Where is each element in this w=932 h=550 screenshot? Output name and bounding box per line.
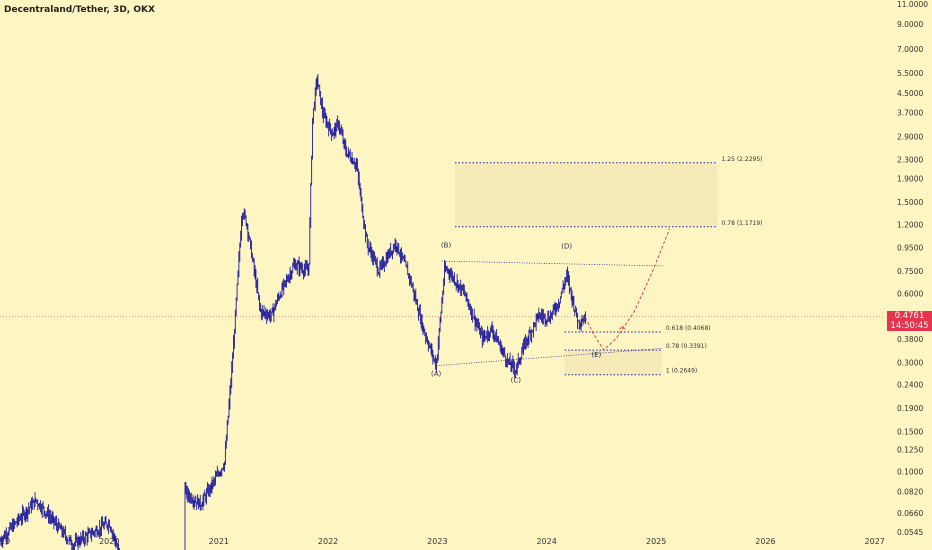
- x-tick-label: 2023: [427, 537, 447, 546]
- y-tick-label: 2.9000: [897, 133, 923, 142]
- lower-trendline: [436, 348, 662, 367]
- last-price-badge: 0.4761 14:50:45: [887, 311, 932, 332]
- wave-label: (D): [561, 243, 572, 251]
- x-tick-label: 2026: [755, 537, 775, 546]
- x-tick-label: 2020: [99, 537, 119, 546]
- y-tick-label: 0.1900: [897, 404, 923, 413]
- y-tick-label: 0.0660: [897, 509, 923, 518]
- y-tick-label: 9.0000: [897, 20, 923, 29]
- y-tick-label: 0.2400: [897, 381, 923, 390]
- y-tick-label: 0.1500: [897, 427, 923, 436]
- y-tick-label: 0.1250: [897, 445, 923, 454]
- wave-label: (B): [441, 242, 452, 250]
- upper-target-zone: [455, 162, 718, 227]
- y-tick-label: 5.5000: [897, 69, 923, 78]
- lower-support-zone: [564, 350, 662, 375]
- wave-label: (C): [511, 376, 522, 384]
- x-tick-label: 2019: [0, 537, 10, 546]
- y-tick-label: 0.3000: [897, 358, 923, 367]
- y-tick-label: 0.3800: [897, 335, 923, 344]
- y-tick-label: 1.2000: [897, 220, 923, 229]
- projection-arrow: [619, 325, 626, 330]
- y-tick-label: 0.6000: [897, 289, 923, 298]
- y-tick-label: 1.9000: [897, 175, 923, 184]
- candles: [0, 73, 586, 550]
- y-tick-label: 0.0820: [897, 487, 923, 496]
- y-tick-label: 0.9500: [897, 244, 923, 253]
- fib-level-label: 1.25 (2.2295): [722, 156, 763, 163]
- last-price-value: 0.4761: [894, 311, 925, 322]
- y-tick-label: 0.7500: [897, 267, 923, 276]
- fib-level-label: 0.78 (0.3391): [666, 343, 707, 350]
- y-tick-label: 1.5000: [897, 198, 923, 207]
- y-tick-label: 7.0000: [897, 45, 923, 54]
- y-tick-label: 11.0000: [897, 0, 928, 9]
- y-tick-label: 4.5000: [897, 89, 923, 98]
- x-tick-label: 2021: [209, 537, 229, 546]
- x-tick-label: 2025: [646, 537, 666, 546]
- fib-level-label: 1 (0.2649): [666, 368, 697, 375]
- wave-label: (E): [591, 351, 601, 359]
- wave-label: (A): [431, 370, 442, 378]
- x-tick-label: 2024: [536, 537, 556, 546]
- upper-trendline: [441, 260, 664, 267]
- symbol-title: Decentraland/Tether, 3D, OKX: [4, 5, 155, 15]
- fib-level-label: 0.618 (0.4068): [666, 325, 711, 332]
- y-tick-label: 0.0545: [897, 528, 923, 537]
- bar-countdown: 14:50:45: [890, 321, 929, 332]
- y-tick-label: 3.7000: [897, 108, 923, 117]
- x-tick-label: 2027: [865, 537, 885, 546]
- fib-level-label: 0.78 (1.1719): [722, 220, 763, 227]
- y-tick-label: 0.1000: [897, 468, 923, 477]
- y-tick-label: 2.3000: [897, 156, 923, 165]
- x-tick-label: 2022: [318, 537, 338, 546]
- projection-path: [585, 228, 671, 351]
